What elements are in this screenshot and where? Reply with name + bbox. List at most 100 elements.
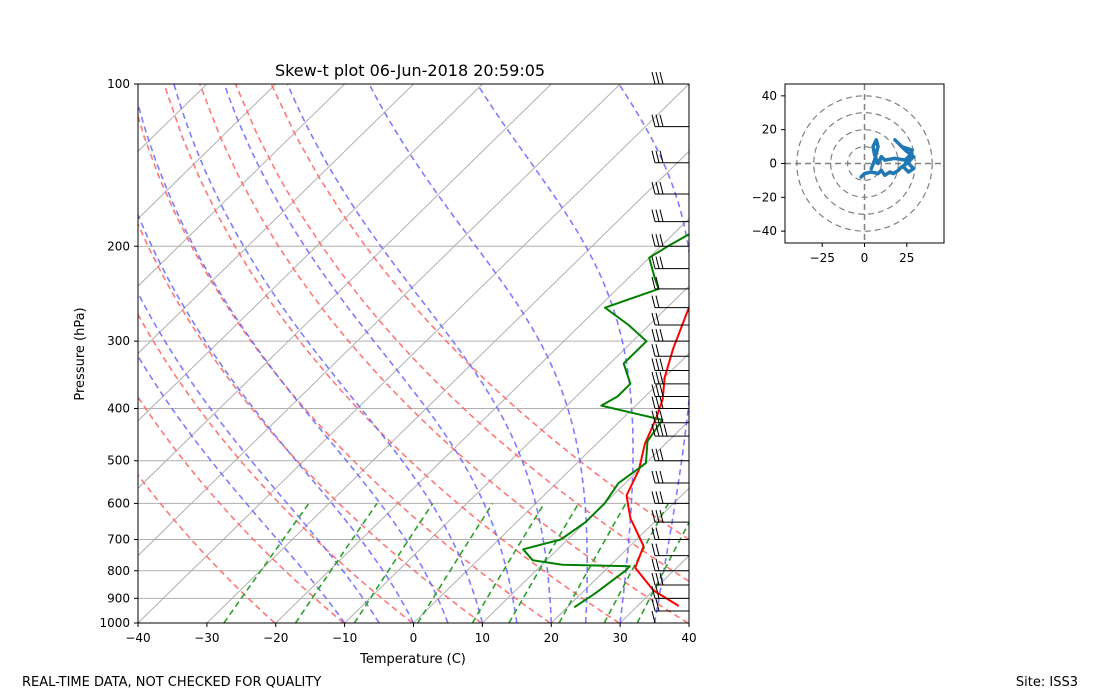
dry-adiabat-line (199, 84, 689, 623)
wind-barb-flag (651, 448, 656, 461)
wind-barb-flag (651, 470, 656, 484)
wind-barb-flag (651, 572, 656, 586)
wind-barb-flag (655, 572, 660, 586)
y-tick-label: 200 (107, 239, 130, 253)
wind-barb-flag (655, 344, 660, 357)
hodograph-ring (830, 129, 899, 198)
wind-barb-flag (655, 448, 660, 461)
wind-barb-flag (655, 598, 660, 612)
y-tick-label: 600 (107, 496, 130, 510)
wind-barb-flag (659, 396, 664, 409)
x-tick-label: 0 (410, 631, 418, 645)
wind-barb-flag (659, 358, 664, 371)
wind-barb-flag (659, 371, 664, 384)
temperature-profile-line (625, 304, 689, 607)
isotherm-line (275, 218, 689, 623)
dry-adiabat-line (138, 312, 413, 623)
hodograph-ring (813, 112, 916, 215)
wind-barb-flag (659, 384, 664, 397)
y-tick-label: 800 (107, 564, 130, 578)
hodo-x-tick-label: −25 (810, 251, 835, 265)
wind-barb-flag (655, 410, 660, 423)
wind-barb-flag (655, 181, 660, 195)
y-tick-label: 400 (107, 402, 130, 416)
wind-barb-flag (651, 510, 656, 523)
isotherm-line (688, 622, 689, 623)
isotherm-line (619, 554, 689, 623)
moist-adiabat-line (173, 84, 484, 623)
wind-barb-flag (651, 329, 656, 342)
x-tick-label: 40 (681, 631, 696, 645)
wind-barb-flag (651, 423, 656, 437)
wind-barb-flag (651, 344, 656, 357)
wind-barb-flag (651, 396, 656, 409)
wind-barb-flag (659, 234, 664, 247)
mixing-ratio-line (636, 520, 689, 623)
isotherm-line (138, 84, 414, 355)
dry-adiabat-line (138, 473, 276, 623)
dry-adiabat-line (270, 84, 689, 541)
isotherm-line (138, 84, 483, 422)
x-tick-label: −20 (263, 631, 288, 645)
moist-adiabat-line (286, 84, 553, 623)
wind-barb-flag (659, 572, 664, 586)
wind-barb-flag (651, 209, 656, 222)
y-tick-label: 300 (107, 334, 130, 348)
moist-adiabat-line (138, 212, 415, 623)
hodo-y-tick-label: 40 (762, 89, 777, 103)
wind-barb-flag (659, 114, 664, 127)
dry-adiabat-line (138, 113, 551, 623)
wind-barb-flag (655, 527, 660, 540)
y-tick-label: 1000 (99, 616, 130, 630)
moist-adiabat-line (138, 291, 380, 623)
wind-barb-flag (655, 150, 660, 163)
wind-barb-flag (651, 384, 656, 397)
wind-barb-flag (655, 543, 660, 556)
site-label: Site: ISS3 (1016, 675, 1078, 690)
moist-adiabat-line (223, 84, 518, 623)
hodograph-rings (785, 84, 944, 243)
wind-barb-flag (655, 491, 660, 504)
mixing-ratio-line (508, 502, 580, 623)
hodograph-trace (859, 138, 916, 179)
wind-barb-flag (655, 384, 660, 397)
isotherm-line (138, 84, 689, 623)
wind-barb-flag (655, 256, 660, 269)
wind-barb-flag (651, 295, 656, 308)
wind-barb-flag (651, 598, 656, 612)
wind-barb-flag (651, 610, 656, 624)
isotherm-line (138, 84, 621, 557)
wind-barb-flag (651, 586, 656, 599)
mixing-ratio-line (471, 502, 545, 623)
hodo-x-tick-label: 25 (899, 251, 914, 265)
hodo-y-tick-label: 20 (762, 123, 777, 137)
hodo-y-tick-label: 0 (769, 157, 777, 171)
isotherm-line (482, 420, 689, 623)
moist-adiabat-line (138, 354, 346, 623)
isotherm-line (206, 150, 689, 623)
skewt-ylabel: Pressure (hPa) (73, 307, 88, 400)
hodo-y-tick-label: −40 (752, 224, 777, 238)
wind-barb-flag (655, 71, 660, 85)
wind-barb-flag (659, 209, 664, 222)
wind-barb-flag (651, 276, 656, 290)
isotherm-line (413, 352, 689, 623)
skewt-xlabel: Temperature (C) (359, 652, 466, 667)
wind-barb-flag (651, 358, 656, 371)
isotherm-line (550, 487, 689, 623)
wind-barb-flag (655, 371, 660, 384)
wind-barb-flag (651, 234, 656, 247)
hodo-x-tick-label: 0 (861, 251, 869, 265)
hodograph-chart: −25 0 25 −40 −20 0 20 40 (752, 83, 945, 265)
wind-barb-flag (655, 209, 660, 222)
wind-barb-flag (655, 358, 660, 371)
wind-barb-flag (659, 448, 664, 461)
wind-barb-flag (659, 423, 664, 437)
dry-adiabat-line (234, 84, 689, 583)
wind-barb-flag (655, 470, 660, 484)
x-tick-label: 30 (612, 631, 627, 645)
wind-barb-flag (659, 470, 664, 484)
isotherm-line (138, 84, 552, 489)
quality-disclaimer: REAL-TIME DATA, NOT CHECKED FOR QUALITY (22, 675, 321, 690)
y-tick-label: 900 (107, 591, 130, 605)
